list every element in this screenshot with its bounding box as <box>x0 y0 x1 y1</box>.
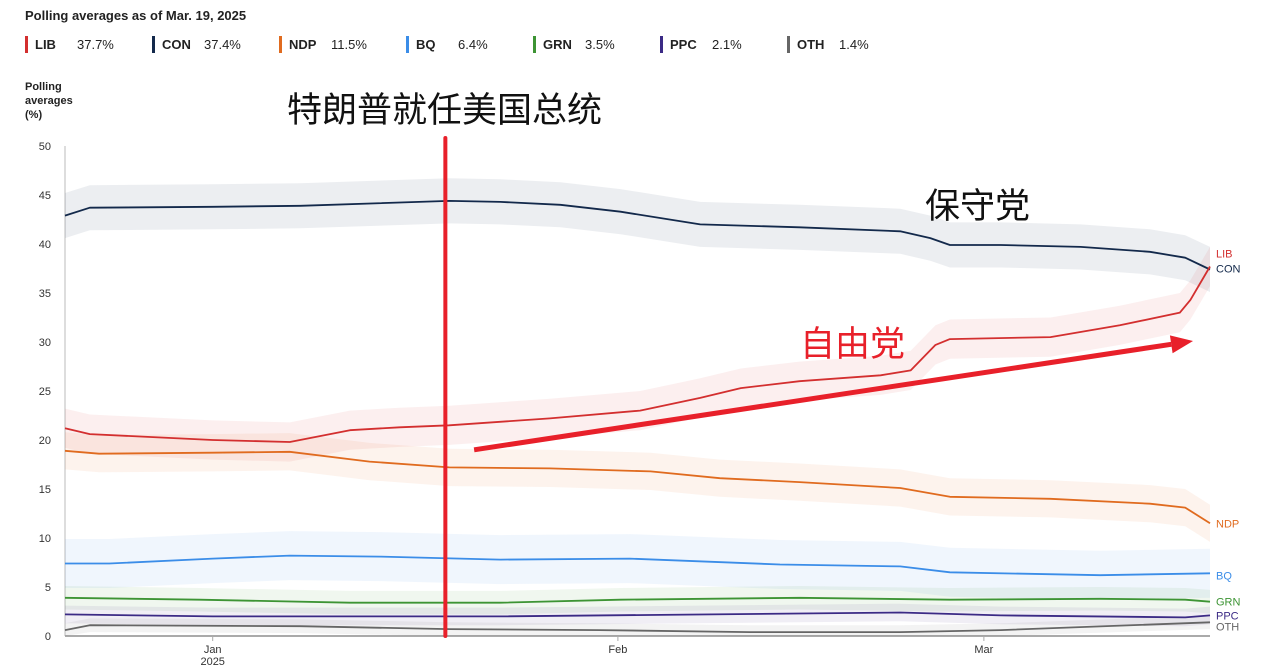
legend-item-bq: BQ 6.4% <box>406 36 533 53</box>
legend-value: 1.4% <box>839 37 869 52</box>
legend-swatch <box>152 36 155 53</box>
y-axis-label: Polling averages (%) <box>25 80 85 122</box>
end-label-lib: LIB <box>1216 249 1233 261</box>
conservative-annotation: 保守党 <box>925 187 1031 227</box>
legend: LIB 37.7% CON 37.4% NDP 11.5% BQ 6.4% GRN 3.5% PPC… <box>25 36 914 53</box>
y-tick-label: 50 <box>39 141 51 153</box>
legend-item-ndp: NDP 11.5% <box>279 36 406 53</box>
end-label-ndp: NDP <box>1216 518 1239 530</box>
y-tick-label: 15 <box>39 484 51 496</box>
end-label-grn: GRN <box>1216 597 1241 609</box>
x-tick-sublabel: 2025 <box>200 656 224 665</box>
legend-name: GRN <box>543 37 572 52</box>
legend-swatch <box>787 36 790 53</box>
legend-item-con: CON 37.4% <box>152 36 279 53</box>
y-axis-label-line: Polling <box>25 81 62 93</box>
line-bq <box>65 554 1211 577</box>
y-tick-label: 25 <box>39 386 51 398</box>
legend-item-oth: OTH 1.4% <box>787 36 914 53</box>
x-tick-label: Mar <box>974 644 993 656</box>
y-tick-label: 10 <box>39 533 51 545</box>
legend-name: CON <box>162 37 191 52</box>
y-axis-label-line: averages <box>25 95 73 107</box>
legend-item-grn: GRN 3.5% <box>533 36 660 53</box>
y-tick-label: 5 <box>45 582 51 594</box>
band-ndp <box>65 432 1210 542</box>
legend-swatch <box>660 36 663 53</box>
y-tick-label: 0 <box>45 631 51 643</box>
legend-name: BQ <box>416 37 436 52</box>
y-tick-label: 40 <box>39 239 51 251</box>
end-label-oth: OTH <box>1216 621 1239 633</box>
legend-swatch <box>25 36 28 53</box>
y-tick-label: 30 <box>39 337 51 349</box>
band-lib <box>65 246 1210 462</box>
legend-name: PPC <box>670 37 697 52</box>
end-label-con: CON <box>1216 263 1241 275</box>
line-ndp <box>64 449 1211 525</box>
band-bq <box>65 531 1210 600</box>
trend-arrow-line <box>473 341 1172 453</box>
trend-arrow-head-icon <box>1169 335 1194 354</box>
x-tick-label: Feb <box>608 644 627 656</box>
inauguration-annotation: 特朗普就任美国总统 <box>287 91 603 131</box>
legend-value: 37.4% <box>204 37 241 52</box>
legend-swatch <box>406 36 409 53</box>
legend-value: 11.5% <box>331 37 367 52</box>
line-grn <box>64 596 1211 604</box>
legend-swatch <box>533 36 536 53</box>
end-label-bq: BQ <box>1216 570 1232 582</box>
legend-item-ppc: PPC 2.1% <box>660 36 787 53</box>
legend-value: 37.7% <box>77 37 114 52</box>
y-tick-label: 35 <box>39 288 51 300</box>
legend-item-lib: LIB 37.7% <box>25 36 152 53</box>
x-tick-label: Jan <box>204 644 222 656</box>
line-con <box>64 200 1211 271</box>
legend-value: 6.4% <box>458 37 488 52</box>
y-axis-label-line: (%) <box>25 109 43 121</box>
liberal-annotation: 自由党 <box>800 325 906 365</box>
band-con <box>65 178 1210 292</box>
legend-name: LIB <box>35 37 56 52</box>
legend-name: NDP <box>289 37 317 52</box>
y-tick-label: 45 <box>39 190 51 202</box>
legend-value: 3.5% <box>585 37 615 52</box>
legend-name: OTH <box>797 37 825 52</box>
line-ppc <box>64 611 1211 619</box>
y-tick-label: 20 <box>39 435 51 447</box>
legend-value: 2.1% <box>712 37 742 52</box>
legend-swatch <box>279 36 282 53</box>
chart-title: Polling averages as of Mar. 19, 2025 <box>25 8 247 23</box>
end-label-ppc: PPC <box>1216 610 1239 622</box>
